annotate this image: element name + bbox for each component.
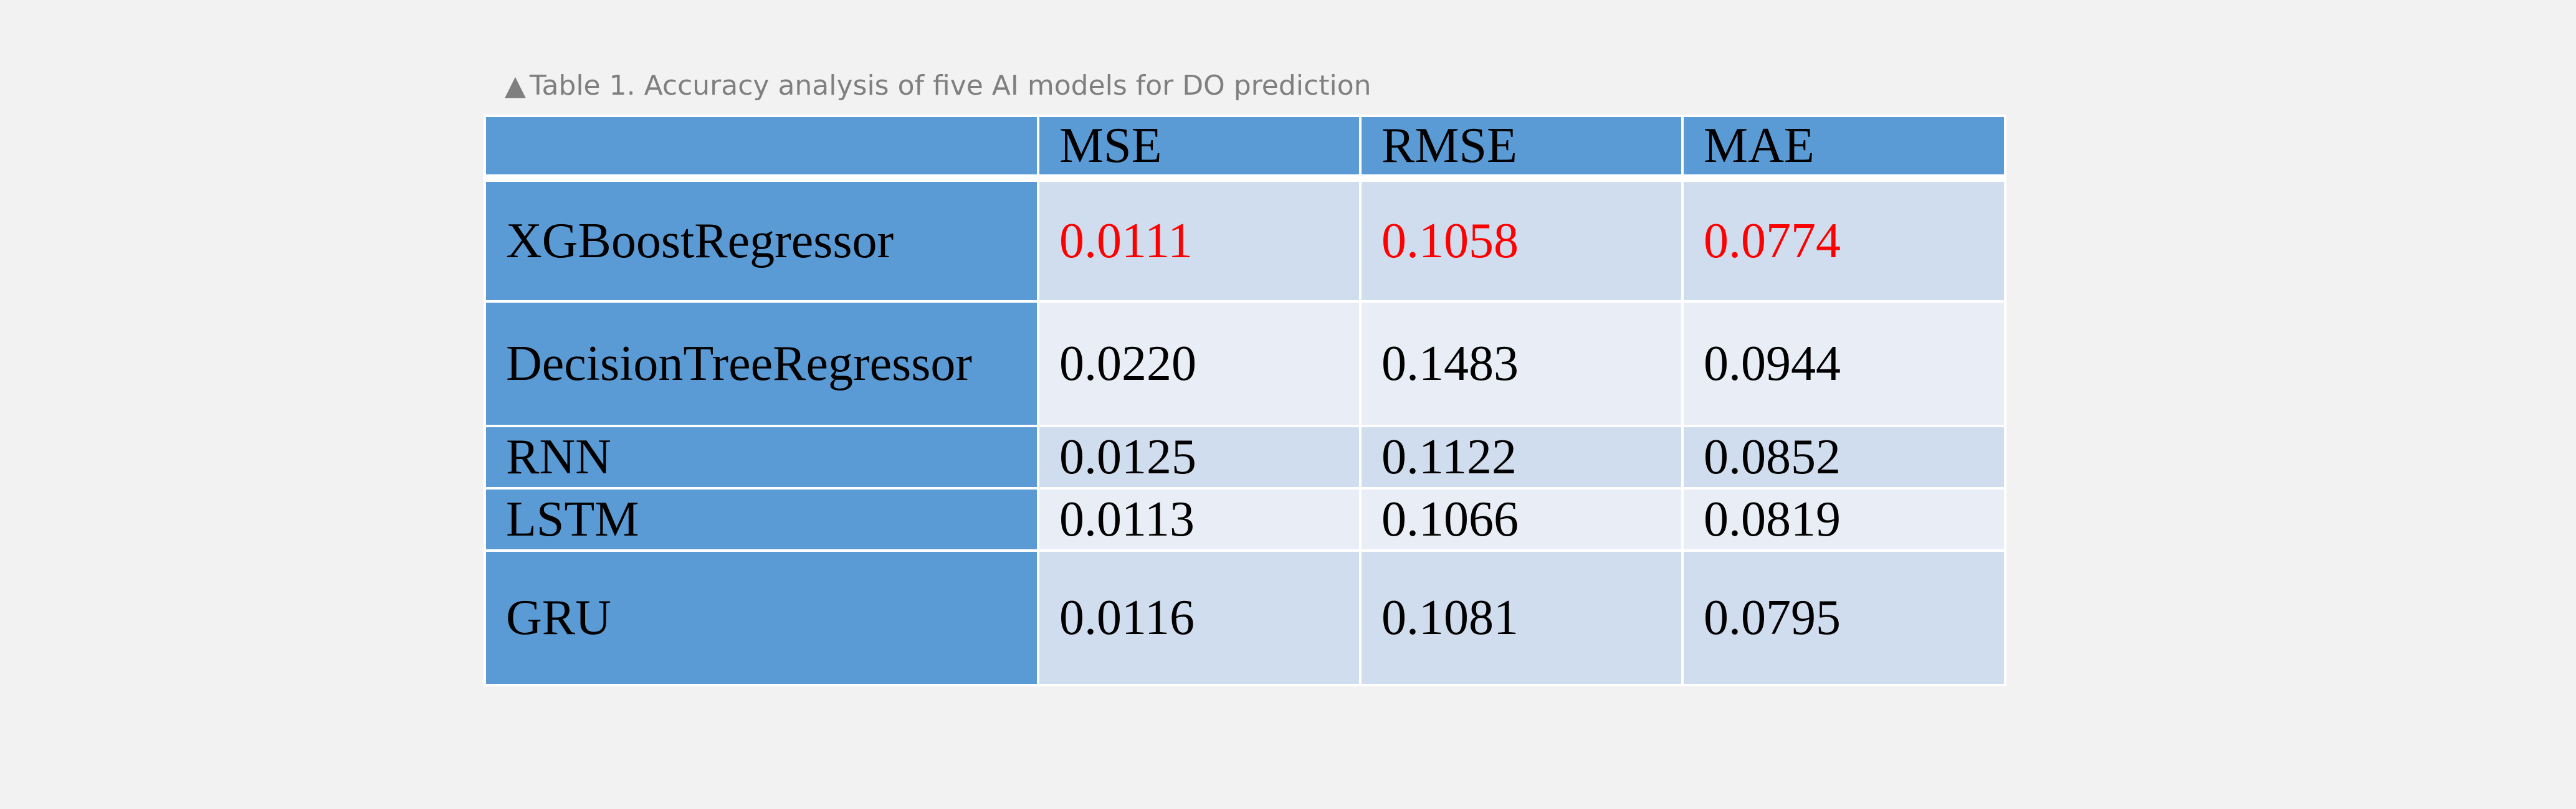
- table-row: DecisionTreeRegressor 0.0220 0.1483 0.09…: [484, 300, 2006, 427]
- mse-cell: 0.0125: [1037, 425, 1362, 490]
- triangle-up-icon: ▲: [505, 70, 526, 102]
- mae-cell: 0.0944: [1681, 300, 2006, 427]
- header-cell-mse: MSE: [1037, 115, 1362, 182]
- header-cell-rmse: RMSE: [1359, 115, 1684, 182]
- table-row: RNN 0.0125 0.1122 0.0852: [484, 425, 2006, 490]
- table-row: XGBoostRegressor 0.0111 0.1058 0.0774: [484, 177, 2006, 303]
- table-row: GRU 0.0116 0.1081 0.0795: [484, 549, 2006, 686]
- table-row: LSTM 0.0113 0.1066 0.0819: [484, 487, 2006, 552]
- caption-text: Table 1. Accuracy analysis of five AI mo…: [529, 70, 1371, 102]
- rmse-cell: 0.1483: [1359, 300, 1684, 427]
- rmse-cell: 0.1058: [1359, 177, 1684, 303]
- rmse-cell: 0.1122: [1359, 425, 1684, 490]
- mse-cell: 0.0220: [1037, 300, 1362, 427]
- model-name-cell: DecisionTreeRegressor: [484, 300, 1039, 427]
- model-name-cell: XGBoostRegressor: [484, 177, 1039, 303]
- mae-cell: 0.0852: [1681, 425, 2006, 490]
- rmse-cell: 0.1066: [1359, 487, 1684, 552]
- mse-cell: 0.0111: [1037, 177, 1362, 303]
- header-cell-model: [484, 115, 1039, 182]
- model-name-cell: GRU: [484, 549, 1039, 686]
- accuracy-table: MSE RMSE MAE XGBoostRegressor 0.0111 0.1…: [484, 115, 2006, 686]
- table-caption: ▲ Table 1. Accuracy analysis of five AI m…: [505, 67, 1371, 105]
- header-cell-mae: MAE: [1681, 115, 2006, 182]
- model-name-cell: RNN: [484, 425, 1039, 490]
- mae-cell: 0.0819: [1681, 487, 2006, 552]
- mae-cell: 0.0774: [1681, 177, 2006, 303]
- mse-cell: 0.0116: [1037, 549, 1362, 686]
- model-name-cell: LSTM: [484, 487, 1039, 552]
- rmse-cell: 0.1081: [1359, 549, 1684, 686]
- mae-cell: 0.0795: [1681, 549, 2006, 686]
- mse-cell: 0.0113: [1037, 487, 1362, 552]
- table-header-row: MSE RMSE MAE: [484, 115, 2006, 182]
